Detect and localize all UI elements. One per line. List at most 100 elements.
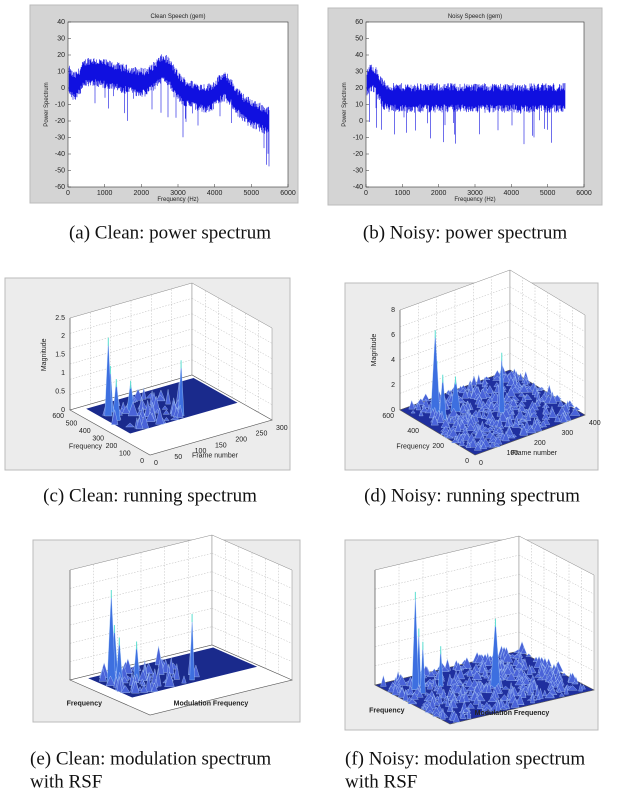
y-tick-label: 600 bbox=[52, 413, 64, 420]
x-tick-label: 3000 bbox=[170, 190, 186, 197]
x-axis-label: Frequency (Hz) bbox=[454, 197, 495, 203]
wall-grid bbox=[518, 574, 595, 614]
surface-spike bbox=[519, 425, 529, 436]
surface-spike bbox=[104, 337, 113, 417]
surface-spike bbox=[514, 678, 524, 686]
surface-spike bbox=[518, 392, 526, 397]
surface-spike bbox=[443, 433, 449, 438]
surface-spike bbox=[132, 388, 144, 401]
surface-spike bbox=[520, 646, 528, 654]
surface-spike bbox=[529, 412, 539, 418]
surface-spike bbox=[474, 443, 482, 451]
x-axis-label: Modulation Frequency bbox=[475, 710, 550, 717]
x-tick-label: 100 bbox=[195, 448, 207, 455]
x-axis-label: Frequency (Hz) bbox=[157, 197, 198, 203]
surface-spike bbox=[482, 707, 492, 712]
surface-spike bbox=[105, 675, 116, 686]
surface-spike bbox=[116, 676, 123, 692]
z-tick-label: 2.5 bbox=[55, 315, 65, 322]
surface-spike bbox=[510, 406, 521, 410]
surface-spike bbox=[502, 666, 513, 675]
surface-spike bbox=[135, 416, 144, 430]
x-tick-label: 50 bbox=[174, 454, 182, 461]
surface-spike bbox=[145, 674, 152, 692]
y-tick-label: 0 bbox=[359, 118, 363, 125]
y-tick-label: 400 bbox=[79, 428, 91, 435]
x-tick-label: 200 bbox=[235, 437, 247, 444]
y-axis-label: Frequency bbox=[396, 443, 430, 450]
z-tick-label: 1 bbox=[61, 370, 65, 377]
y-tick-label: -30 bbox=[353, 167, 363, 174]
surface-spike bbox=[478, 662, 486, 674]
surface-spike bbox=[512, 657, 520, 666]
y-axis-label: Power Spectrum bbox=[44, 82, 50, 126]
surface-spike bbox=[481, 384, 489, 393]
y-tick-label: 200 bbox=[432, 443, 444, 450]
spectrum-trace bbox=[366, 64, 566, 145]
surface-spike bbox=[476, 408, 482, 418]
caption: with RSF bbox=[30, 771, 102, 792]
surface-spike bbox=[464, 676, 474, 687]
surface-spike bbox=[460, 429, 470, 436]
y-tick-label: 600 bbox=[382, 413, 394, 420]
surface-spike bbox=[447, 389, 453, 396]
surface-spike bbox=[151, 682, 158, 692]
y-tick-label: 40 bbox=[57, 19, 65, 26]
surface-spike bbox=[477, 407, 488, 412]
surface-spike bbox=[426, 671, 436, 677]
y-tick-label: 10 bbox=[355, 101, 363, 108]
y-tick-label: 300 bbox=[92, 435, 104, 442]
z-axis-label: Magnitude bbox=[41, 338, 48, 371]
surface-spike bbox=[536, 676, 544, 681]
surface-spike bbox=[424, 692, 430, 696]
x-tick-label: 3000 bbox=[467, 190, 483, 197]
surface-spike bbox=[471, 670, 483, 680]
surface-spike bbox=[536, 388, 543, 391]
surface-spike bbox=[140, 413, 149, 429]
surface-spike bbox=[458, 400, 468, 404]
surface-spike bbox=[424, 682, 430, 687]
surface-spike bbox=[446, 674, 453, 686]
surface-spike bbox=[141, 387, 147, 400]
y-axis-label: Frequency bbox=[67, 700, 103, 707]
surface-spike bbox=[557, 400, 564, 407]
y-tick-label: -10 bbox=[55, 101, 65, 108]
surface-spike bbox=[453, 713, 460, 723]
y-tick-label: -50 bbox=[55, 167, 65, 174]
surface-spike bbox=[496, 407, 502, 417]
surface-spike bbox=[526, 664, 533, 675]
surface-spike bbox=[548, 393, 558, 404]
surface-spike bbox=[155, 407, 164, 425]
surface-spike bbox=[155, 394, 166, 402]
y-tick-label: 0 bbox=[140, 458, 144, 465]
surface-spike bbox=[416, 690, 424, 698]
subfigure: Clean Speech (gem) 0 1000 2000 3000 4000 5000 6… bbox=[29, 4, 299, 243]
subfigure: Noisy Speech (gem) 0 1000 2000 3000 4000 5000 6… bbox=[327, 7, 603, 243]
surface-spike bbox=[481, 414, 488, 419]
subfigure: 0 2 4 6 8 600 400 200 0 0 100 200 300 400 Magnitude Fre… bbox=[344, 269, 601, 506]
surface-spike bbox=[480, 442, 487, 449]
subfigure: Frequency Modulation Frequency (e) Clean: … bbox=[30, 534, 301, 792]
surface-spike bbox=[449, 416, 455, 424]
surface-spike bbox=[99, 667, 107, 682]
surface-spike bbox=[441, 699, 448, 704]
wall-grid bbox=[69, 298, 193, 334]
x-tick-label: 300 bbox=[562, 430, 574, 437]
surface-spike bbox=[458, 693, 466, 703]
surface-spike bbox=[432, 711, 441, 717]
surface-spike bbox=[161, 405, 169, 410]
surface-spike bbox=[410, 410, 416, 414]
surface-spike bbox=[176, 404, 184, 418]
surface-spike bbox=[527, 684, 532, 696]
z-tick-label: 0.5 bbox=[55, 388, 65, 395]
surface-spike bbox=[501, 373, 511, 383]
surface-spike bbox=[525, 653, 533, 657]
caption: with RSF bbox=[345, 771, 417, 792]
caption: (a) Clean: power spectrum bbox=[69, 222, 271, 243]
surface-spike bbox=[155, 668, 162, 687]
surface-spike bbox=[534, 685, 540, 697]
wall-grid bbox=[518, 554, 595, 595]
surface-spike bbox=[499, 424, 505, 429]
wall-grid bbox=[374, 612, 520, 647]
